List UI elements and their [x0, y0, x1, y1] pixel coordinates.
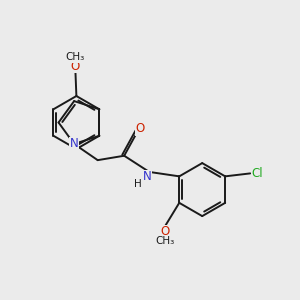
Text: O: O	[71, 60, 80, 73]
Text: CH₃: CH₃	[155, 236, 174, 246]
Text: H: H	[134, 179, 141, 189]
Text: O: O	[136, 122, 145, 135]
Text: N: N	[70, 137, 79, 151]
Text: CH₃: CH₃	[66, 52, 85, 62]
Text: Cl: Cl	[251, 167, 263, 180]
Text: O: O	[160, 225, 169, 239]
Text: N: N	[143, 170, 152, 183]
